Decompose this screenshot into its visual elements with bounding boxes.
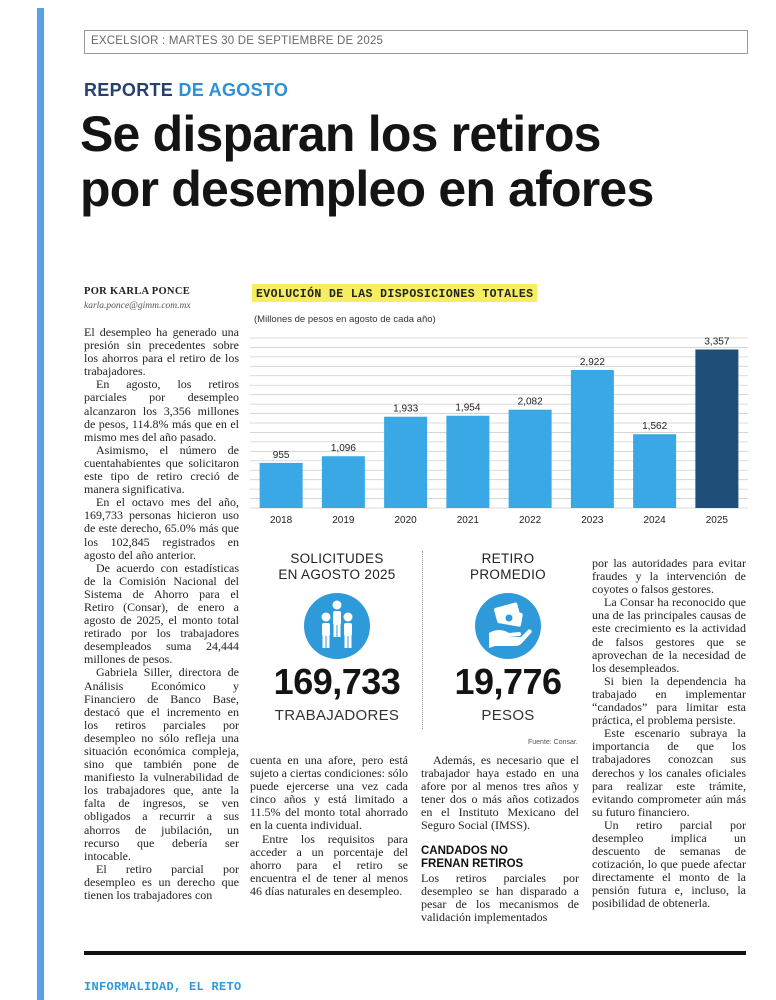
paragraph: por las autoridades para evitar fraudes … xyxy=(592,556,746,597)
left-accent-bar xyxy=(37,8,44,1000)
paragraph: Si bien la dependencia ha trabajado en i… xyxy=(592,673,746,728)
bar-value-label: 1,096 xyxy=(331,443,356,454)
bar-2022 xyxy=(508,409,552,508)
bar-2024 xyxy=(633,434,677,508)
byline-email: karla.ponce@gimm.com.mx xyxy=(84,301,191,311)
stat-right-unit: PESOS xyxy=(481,707,535,724)
paragraph: El retiro parcial por desempleo es un de… xyxy=(84,861,239,903)
chart-subtitle: (Millones de pesos en agosto de cada año… xyxy=(254,314,436,325)
subhead-line2: FRENAN RETIROS xyxy=(421,857,524,870)
stat-left-title-line2: EN AGOSTO 2025 xyxy=(278,567,396,582)
source-note: Fuente: Consar. xyxy=(528,739,578,746)
x-tick-label: 2023 xyxy=(581,515,604,526)
body-column-3: Además, es necesario que el trabajador h… xyxy=(421,753,579,924)
paragraph: De acuerdo con estadísticas de la Comisi… xyxy=(84,560,239,667)
bar-value-label: 1,933 xyxy=(393,404,418,415)
section-kicker: REPORTE DE AGOSTO xyxy=(84,80,288,101)
stat-right-title-line2: PROMEDIO xyxy=(470,567,546,582)
stat-left-unit: TRABAJADORES xyxy=(274,707,400,724)
stat-left-title-line1: SOLICITUDES xyxy=(290,551,384,566)
chart-title-box: EVOLUCIÓN DE LAS DISPOSICIONES TOTALES xyxy=(252,284,538,302)
bar-value-label: 3,357 xyxy=(704,336,729,347)
headline-line1: Se disparan los retiros xyxy=(80,106,601,162)
paragraph: Asimismo, el número de cuentahabientes q… xyxy=(84,442,239,497)
bar-2021 xyxy=(446,415,490,508)
people-icon xyxy=(304,593,370,659)
bar-2018 xyxy=(259,462,303,508)
bar-value-label: 955 xyxy=(273,450,290,461)
paragraph: Este escenario subraya la importancia de… xyxy=(592,726,746,819)
page-header: EXCELSIOR : MARTES 30 DE SEPTIEMBRE DE 2… xyxy=(91,35,384,47)
stat-right-title: RETIRO PROMEDIO xyxy=(433,551,583,583)
x-tick-label: 2020 xyxy=(395,515,418,526)
body-column-1: El desempleo ha generado una presión sin… xyxy=(84,325,239,903)
stats-divider xyxy=(422,551,423,729)
paragraph: Entre los requisitos para acceder a un p… xyxy=(250,831,408,898)
paragraph: En agosto, los retiros parciales por des… xyxy=(84,377,239,444)
paragraph: El desempleo ha generado una presión sin… xyxy=(84,325,239,379)
paragraph: Un retiro parcial por desempleo implica … xyxy=(592,817,746,911)
paragraph: Los retiros parciales por desempleo se h… xyxy=(421,870,579,924)
bar-value-label: 2,922 xyxy=(580,357,605,368)
x-tick-label: 2025 xyxy=(706,515,729,526)
kicker-part2: DE AGOSTO xyxy=(178,80,289,100)
x-tick-label: 2019 xyxy=(332,515,355,526)
bar-value-label: 1,562 xyxy=(642,421,667,432)
headline: Se disparan los retiros por desempleo en… xyxy=(80,107,770,217)
headline-line2: por desempleo en afores xyxy=(80,161,654,217)
subhead: CANDADOS NO FRENAN RETIROS xyxy=(421,845,579,871)
bar-2023 xyxy=(570,370,614,508)
x-tick-label: 2024 xyxy=(644,515,667,526)
next-section-teaser: INFORMALIDAD, EL RETO xyxy=(84,980,242,994)
stat-left-number: 169,733 xyxy=(273,661,401,702)
page-header-box: EXCELSIOR : MARTES 30 DE SEPTIEMBRE DE 2… xyxy=(84,30,748,54)
kicker-part1: REPORTE xyxy=(84,80,174,100)
paragraph: Gabriela Siller, directora de Análisis E… xyxy=(84,665,239,863)
stat-left-title: SOLICITUDES EN AGOSTO 2025 xyxy=(262,551,412,583)
byline-author: POR KARLA PONCE xyxy=(84,286,191,297)
stat-right-number: 19,776 xyxy=(454,661,562,702)
money-hand-icon xyxy=(475,593,541,659)
paragraph: cuenta en una afore, pero está sujeto a … xyxy=(250,753,408,833)
bar-2019 xyxy=(321,456,365,508)
x-tick-label: 2021 xyxy=(457,515,480,526)
bar-2025 xyxy=(695,349,739,508)
stat-right-title-line1: RETIRO xyxy=(481,551,535,566)
chart-title: EVOLUCIÓN DE LAS DISPOSICIONES TOTALES xyxy=(256,288,534,301)
body-column-2: cuenta en una afore, pero está sujeto a … xyxy=(250,753,408,898)
bar-value-label: 2,082 xyxy=(518,397,543,408)
x-tick-label: 2018 xyxy=(270,515,293,526)
stats-panel: SOLICITUDES EN AGOSTO 2025 169,733 TRABA… xyxy=(250,545,585,735)
paragraph: Además, es necesario que el trabajador h… xyxy=(421,753,579,833)
bottom-rule xyxy=(84,951,746,955)
x-tick-label: 2022 xyxy=(519,515,542,526)
paragraph: La Consar ha reconocido que una de las p… xyxy=(592,595,746,675)
bar-2020 xyxy=(384,416,428,508)
bar-chart: 955 2018 1,096 2019 1,933 2020 1,954 2021 2,082 2… xyxy=(250,336,748,526)
body-column-4: por las autoridades para evitar fraudes … xyxy=(592,556,746,911)
bar-value-label: 1,954 xyxy=(455,403,480,414)
subhead-line1: CANDADOS NO xyxy=(421,844,508,857)
paragraph: En el octavo mes del año, 169,733 person… xyxy=(84,495,239,562)
